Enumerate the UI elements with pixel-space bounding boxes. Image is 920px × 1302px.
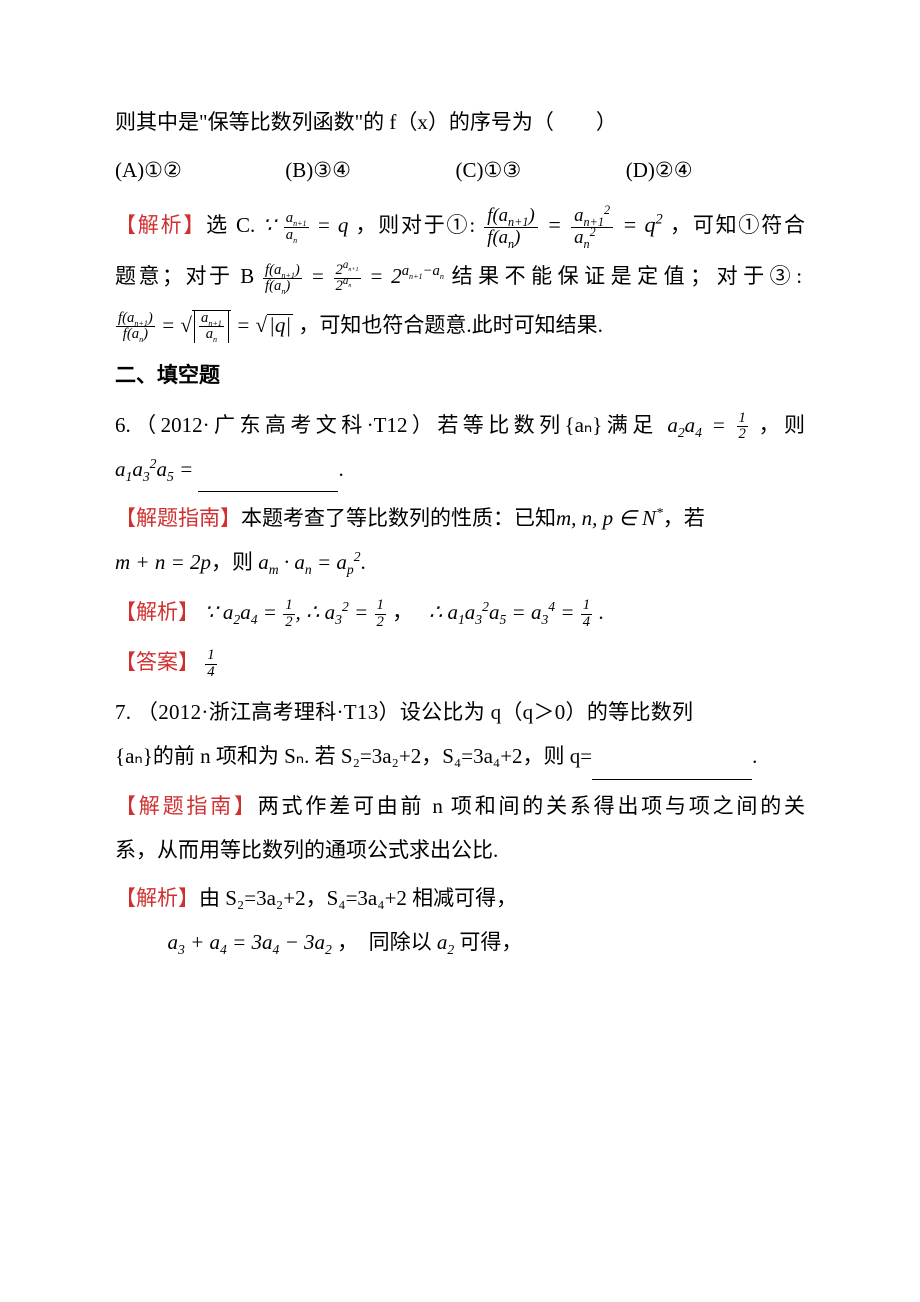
q7-stem-b: {aₙ}的前 n 项和为 Sₙ. 若 S₂=3a₂+2，S₄=3a₄+2，则 q… [115,744,592,768]
q6-sol-sep: ， [392,600,413,624]
page: 则其中是"保等比数列函数"的 f（x）的序号为（ ） (A)①② (B)③④ (… [0,0,920,1044]
q5-eq3: f(an+1)f(an) = 2an+12an = 2an+1−an [262,264,452,288]
q5-solution-1: 【解析】选 C. ∵ an+1an = q ，则对于①: f(an+1)f(an… [115,202,805,248]
q5-choices: (A)①② (B)③④ (C)①③ (D)②④ [115,148,805,192]
q7-stem-1: 7. （2012·浙江高考理科·T13）设公比为 q（q＞0）的等比数列 [115,690,805,734]
choice-A: (A)①② [115,148,280,192]
q6-sol-eq1: ∵ a2a4 = 12, ∴ a32 = 12 [204,600,392,624]
q5-pick: 选 C. [206,213,255,237]
q6-guide-set: m, n, p ∈ N* [556,506,663,530]
guide-label: 【解题指南】 [115,794,258,818]
solution-label: 【解析】 [115,600,199,624]
q5-given: ∵ an+1an = q [262,213,355,237]
solution-label: 【解析】 [115,886,199,910]
q5-eq4: f(an+1)f(an) = √an+1an = √|q| [115,313,298,337]
q6-guide-tail: . [361,550,366,574]
q6-guide-ct: ，则 [211,550,258,574]
q5-t3: 题意；对于 B [115,264,254,288]
q6-sol-eq3: ∴ a1a32a5 = a34 = 14 [429,600,599,624]
q7-sol-l1: 由 S₂=3a₂+2，S₄=3a₄+2 相减可得， [199,886,517,910]
q7-sol-l2b-post: 可得， [454,930,522,954]
guide-label: 【解题指南】 [115,506,241,530]
q6-target: a1a32a5 = [115,457,198,481]
q5-t4: 结果不能保证是定值；对于③: [452,264,805,288]
q6-answer: 【答案】 14 [115,640,805,684]
q5-eq2: f(an+1)f(an) = an+12an2 = q2 [482,212,670,237]
q5-solution-2: 题意；对于 B f(an+1)f(an) = 2an+12an = 2an+1−… [115,254,805,298]
choice-D: (D)②④ [626,148,693,192]
q7-guide-t1: 两式作差可由前 n 项和间的关系得出项与项之间的关 [258,794,805,818]
q6-stem-b: 则 [784,413,805,437]
q7-solution-1: 【解析】由 S₂=3a₂+2，S₄=3a₄+2 相减可得， [115,876,805,920]
q5-t1: ，则对于①: [355,213,475,237]
q6-stem-a: 6.（2012·广东高考文科·T12）若等比数列{aₙ}满足 [115,413,658,437]
q7-solution-2: a3 + a4 = 3a4 − 3a2 ， 同除以 a2 可得， [115,920,805,964]
q6-stem-2: a1a32a5 = . [115,447,805,492]
q7-sol-l2b-pre: 同除以 [369,930,437,954]
q6-stem-eq: a2a4 = 12 [658,413,759,437]
q7-sol-comma: ， [337,930,363,954]
q6-guide-c: m + n = 2p [115,550,211,574]
q5-stem-tail: 则其中是"保等比数列函数"的 f（x）的序号为（ ） [115,100,805,144]
q7-blank[interactable] [592,734,752,779]
q7-guide-2: 系，从而用等比数列的通项公式求出公比. [115,828,805,872]
q5-solution-3: f(an+1)f(an) = √an+1an = √|q| ，可知也符合题意.此… [115,303,805,347]
q6-answer-value: 14 [204,650,217,674]
q6-guide-a: 本题考查了等比数列的性质：已知 [241,506,556,530]
q6-solution: 【解析】 ∵ a2a4 = 12, ∴ a32 = 12 ， ∴ a1a32a5… [115,590,805,634]
q7-guide-1: 【解题指南】两式作差可由前 n 项和间的关系得出项与项之间的关 [115,784,805,828]
q6-guide-b: ，若 [663,506,705,530]
answer-label: 【答案】 [115,650,199,674]
q7-stem-tail: . [752,744,757,768]
q6-guide-2: m + n = 2p，则 am · an = ap2. [115,540,805,584]
q7-sol-eq: a3 + a4 = 3a4 − 3a2 [168,930,332,954]
q5-t5: ，可知也符合题意.此时可知结果. [298,313,603,337]
q7-stem-2: {aₙ}的前 n 项和为 Sₙ. 若 S₂=3a₂+2，S₄=3a₄+2，则 q… [115,734,805,779]
q6-blank[interactable] [198,447,338,492]
q6-sol-tail: . [598,600,603,624]
q6-guide-d: am · an = ap2 [258,550,360,574]
choice-B: (B)③④ [285,148,450,192]
q6-stem-comma: ， [759,413,784,437]
q6-stem-1: 6.（2012·广东高考文科·T12）若等比数列{aₙ}满足 a2a4 = 12… [115,403,805,447]
q6-stem-tail: . [338,457,343,481]
q7-sol-a2: a2 [437,930,454,954]
q6-guide-1: 【解题指南】本题考查了等比数列的性质：已知m, n, p ∈ N*，若 [115,496,805,540]
solution-label: 【解析】 [115,213,206,237]
q5-t2b: 可知①符合 [693,213,805,237]
section-2-heading: 二、填空题 [115,353,805,397]
choice-C: (C)①③ [456,148,621,192]
q5-t2: ， [670,213,693,237]
